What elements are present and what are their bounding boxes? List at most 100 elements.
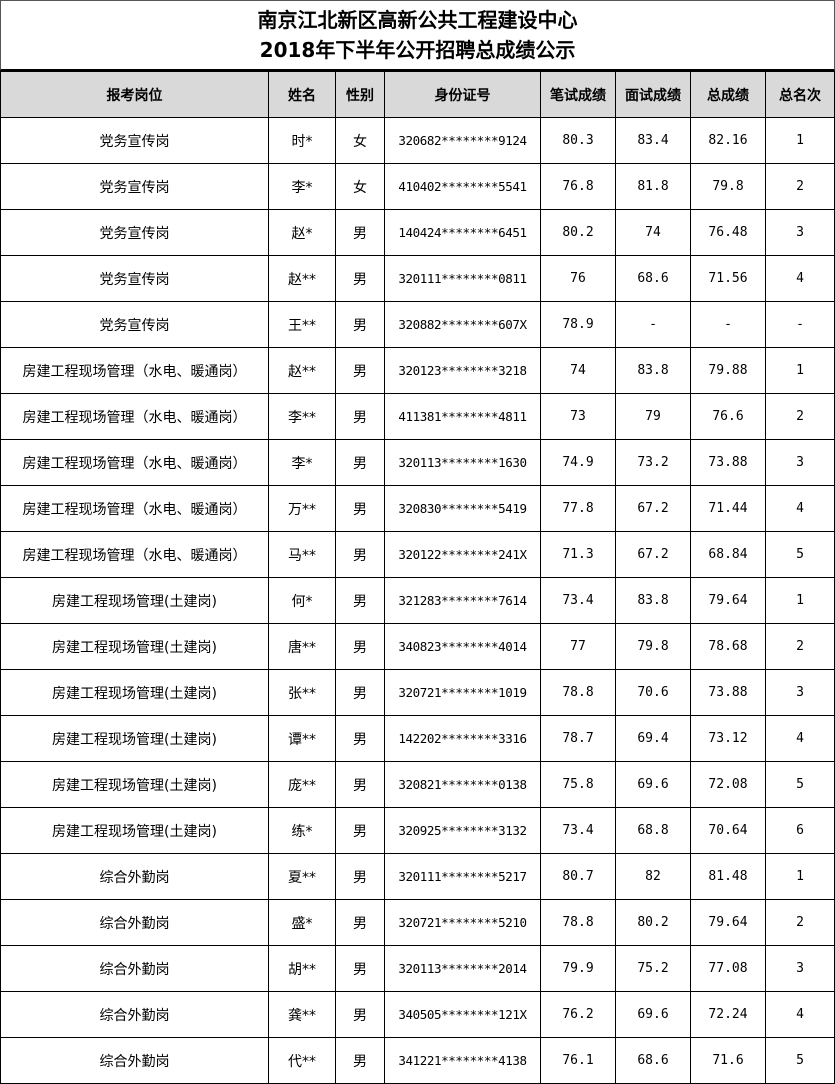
cell-position: 综合外勤岗 bbox=[0, 991, 269, 1038]
cell-id-number: 320721********5210 bbox=[384, 899, 541, 946]
cell-total-score: 73.88 bbox=[690, 669, 766, 716]
table-row: 党务宣传岗 时* 女 320682********9124 80.3 83.4 82.16 1 bbox=[0, 117, 835, 164]
column-header-written-score: 笔试成绩 bbox=[540, 71, 616, 118]
cell-interview-score: 74 bbox=[615, 209, 691, 256]
cell-name: 龚** bbox=[268, 991, 336, 1038]
cell-position: 党务宣传岗 bbox=[0, 255, 269, 302]
cell-rank: 1 bbox=[765, 347, 835, 394]
cell-total-score: 70.64 bbox=[690, 807, 766, 854]
cell-total-score: 82.16 bbox=[690, 117, 766, 164]
cell-gender: 男 bbox=[335, 761, 385, 808]
cell-interview-score: 83.8 bbox=[615, 577, 691, 624]
cell-gender: 男 bbox=[335, 393, 385, 440]
cell-rank: 6 bbox=[765, 807, 835, 854]
cell-id-number: 320111********0811 bbox=[384, 255, 541, 302]
cell-name: 赵** bbox=[268, 255, 336, 302]
table-row: 房建工程现场管理（水电、暖通岗） 万** 男 320830********5419 77… bbox=[0, 485, 835, 532]
cell-name: 赵* bbox=[268, 209, 336, 256]
table-row: 房建工程现场管理(土建岗) 何* 男 321283********7614 73.4 83… bbox=[0, 577, 835, 624]
cell-written-score: 80.3 bbox=[540, 117, 616, 164]
cell-id-number: 321283********7614 bbox=[384, 577, 541, 624]
cell-position: 房建工程现场管理(土建岗) bbox=[0, 623, 269, 670]
cell-interview-score: 67.2 bbox=[615, 485, 691, 532]
cell-position: 房建工程现场管理(土建岗) bbox=[0, 761, 269, 808]
cell-name: 谭** bbox=[268, 715, 336, 762]
cell-name: 李* bbox=[268, 439, 336, 486]
cell-interview-score: - bbox=[615, 301, 691, 348]
cell-written-score: 73 bbox=[540, 393, 616, 440]
cell-id-number: 340823********4014 bbox=[384, 623, 541, 670]
cell-written-score: 78.9 bbox=[540, 301, 616, 348]
table-row: 党务宣传岗 李* 女 410402********5541 76.8 81.8 79.8 2 bbox=[0, 163, 835, 210]
cell-interview-score: 75.2 bbox=[615, 945, 691, 992]
table-row: 房建工程现场管理（水电、暖通岗） 马** 男 320122********241X 71… bbox=[0, 531, 835, 578]
cell-id-number: 320830********5419 bbox=[384, 485, 541, 532]
column-header-rank: 总名次 bbox=[765, 71, 835, 118]
cell-gender: 男 bbox=[335, 209, 385, 256]
cell-position: 房建工程现场管理(土建岗) bbox=[0, 669, 269, 716]
cell-position: 党务宣传岗 bbox=[0, 163, 269, 210]
cell-name: 代** bbox=[268, 1037, 336, 1084]
cell-rank: 2 bbox=[765, 393, 835, 440]
cell-rank: 1 bbox=[765, 117, 835, 164]
cell-id-number: 341221********4138 bbox=[384, 1037, 541, 1084]
cell-id-number: 142202********3316 bbox=[384, 715, 541, 762]
cell-gender: 男 bbox=[335, 853, 385, 900]
cell-name: 李** bbox=[268, 393, 336, 440]
cell-total-score: 72.08 bbox=[690, 761, 766, 808]
cell-interview-score: 83.8 bbox=[615, 347, 691, 394]
cell-position: 房建工程现场管理（水电、暖通岗） bbox=[0, 531, 269, 578]
cell-written-score: 76 bbox=[540, 255, 616, 302]
cell-interview-score: 69.6 bbox=[615, 761, 691, 808]
cell-position: 党务宣传岗 bbox=[0, 301, 269, 348]
cell-gender: 男 bbox=[335, 991, 385, 1038]
cell-gender: 男 bbox=[335, 301, 385, 348]
cell-name: 唐** bbox=[268, 623, 336, 670]
column-header-name: 姓名 bbox=[268, 71, 336, 118]
table-row: 房建工程现场管理(土建岗) 唐** 男 340823********4014 77 79.… bbox=[0, 623, 835, 670]
table-row: 综合外勤岗 胡** 男 320113********2014 79.9 75.2 77.08… bbox=[0, 945, 835, 992]
cell-total-score: 73.12 bbox=[690, 715, 766, 762]
table-row: 房建工程现场管理（水电、暖通岗） 李** 男 411381********4811 73… bbox=[0, 393, 835, 440]
cell-rank: 3 bbox=[765, 945, 835, 992]
cell-position: 党务宣传岗 bbox=[0, 117, 269, 164]
cell-written-score: 74.9 bbox=[540, 439, 616, 486]
cell-id-number: 320682********9124 bbox=[384, 117, 541, 164]
cell-name: 时* bbox=[268, 117, 336, 164]
cell-written-score: 78.7 bbox=[540, 715, 616, 762]
cell-rank: 5 bbox=[765, 761, 835, 808]
cell-gender: 男 bbox=[335, 945, 385, 992]
cell-id-number: 320721********1019 bbox=[384, 669, 541, 716]
cell-total-score: 76.48 bbox=[690, 209, 766, 256]
cell-total-score: 71.56 bbox=[690, 255, 766, 302]
table-row: 房建工程现场管理(土建岗) 张** 男 320721********1019 78.8 7… bbox=[0, 669, 835, 716]
cell-id-number: 320113********2014 bbox=[384, 945, 541, 992]
cell-position: 综合外勤岗 bbox=[0, 899, 269, 946]
cell-interview-score: 82 bbox=[615, 853, 691, 900]
cell-gender: 男 bbox=[335, 531, 385, 578]
cell-rank: 4 bbox=[765, 715, 835, 762]
cell-rank: 4 bbox=[765, 255, 835, 302]
cell-total-score: 79.88 bbox=[690, 347, 766, 394]
cell-total-score: 77.08 bbox=[690, 945, 766, 992]
cell-position: 房建工程现场管理（水电、暖通岗） bbox=[0, 485, 269, 532]
cell-interview-score: 69.4 bbox=[615, 715, 691, 762]
title-line-2: 2018年下半年公开招聘总成绩公示 bbox=[259, 38, 576, 62]
cell-rank: - bbox=[765, 301, 835, 348]
cell-total-score: 79.64 bbox=[690, 577, 766, 624]
cell-rank: 4 bbox=[765, 485, 835, 532]
cell-id-number: 320882********607X bbox=[384, 301, 541, 348]
cell-rank: 3 bbox=[765, 439, 835, 486]
column-header-id-number: 身份证号 bbox=[384, 71, 541, 118]
cell-id-number: 340505********121X bbox=[384, 991, 541, 1038]
column-header-total-score: 总成绩 bbox=[690, 71, 766, 118]
cell-written-score: 80.2 bbox=[540, 209, 616, 256]
cell-rank: 3 bbox=[765, 669, 835, 716]
cell-total-score: 79.8 bbox=[690, 163, 766, 210]
cell-interview-score: 67.2 bbox=[615, 531, 691, 578]
cell-gender: 男 bbox=[335, 899, 385, 946]
cell-written-score: 78.8 bbox=[540, 899, 616, 946]
cell-interview-score: 68.6 bbox=[615, 255, 691, 302]
cell-total-score: 73.88 bbox=[690, 439, 766, 486]
cell-interview-score: 81.8 bbox=[615, 163, 691, 210]
